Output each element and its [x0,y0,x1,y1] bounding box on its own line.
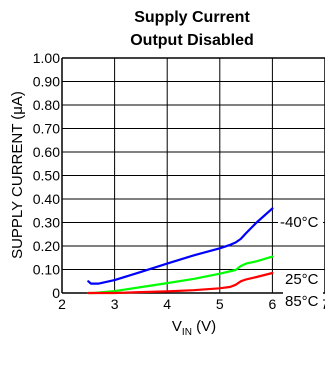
y-tick-label: 0.90 [33,74,60,90]
x-tick-label: 3 [111,296,119,312]
y-tick-label: 1.00 [33,50,60,66]
series-line-0 [87,207,274,285]
y-tick-label: 0.30 [33,215,60,231]
tick-labels: 2 3 4 5 6 7 0 0.10 0.20 0.30 0.40 0.50 0.60 0.70 0.80 0… [33,50,325,312]
y-axis-label: SUPPLY CURRENT (μA) [9,91,26,259]
series-label-bg [278,213,323,231]
series-labels: -40°C 25°C 85°C [278,213,323,310]
x-axis-label-main: V [172,318,182,335]
series-line-2 [87,271,274,295]
x-tick-label: 2 [58,296,66,312]
x-tick-label: 4 [163,296,171,312]
series-label-bg [283,292,323,310]
series-line-1 [87,255,274,295]
x-axis-label: VIN (V) [172,318,216,338]
y-tick-label: 0.20 [33,238,60,254]
y-tick-label: 0.80 [33,97,60,113]
y-tick-label: 0.60 [33,144,60,160]
y-tick-label: 0 [52,285,60,301]
y-tick-label: 0.40 [33,191,60,207]
series-label-bg [283,270,323,288]
chart-title: Supply Current [134,9,250,26]
series-label-1: 25°C [285,271,319,288]
x-tick-label: 6 [269,296,277,312]
x-tick-label: 7 [321,296,325,312]
x-tick-label: 5 [216,296,224,312]
chart-subtitle: Output Disabled [130,32,254,49]
series-label-0: -40°C [280,214,319,231]
series-lines [87,207,274,295]
x-axis-label-unit: (V) [192,318,216,335]
y-tick-label: 0.70 [33,121,60,137]
x-axis-label-sub: IN [182,327,192,338]
series-label-2: 85°C [285,293,319,310]
y-tick-label: 0.10 [33,262,60,278]
grid [61,57,325,294]
y-tick-label: 0.50 [33,168,60,184]
